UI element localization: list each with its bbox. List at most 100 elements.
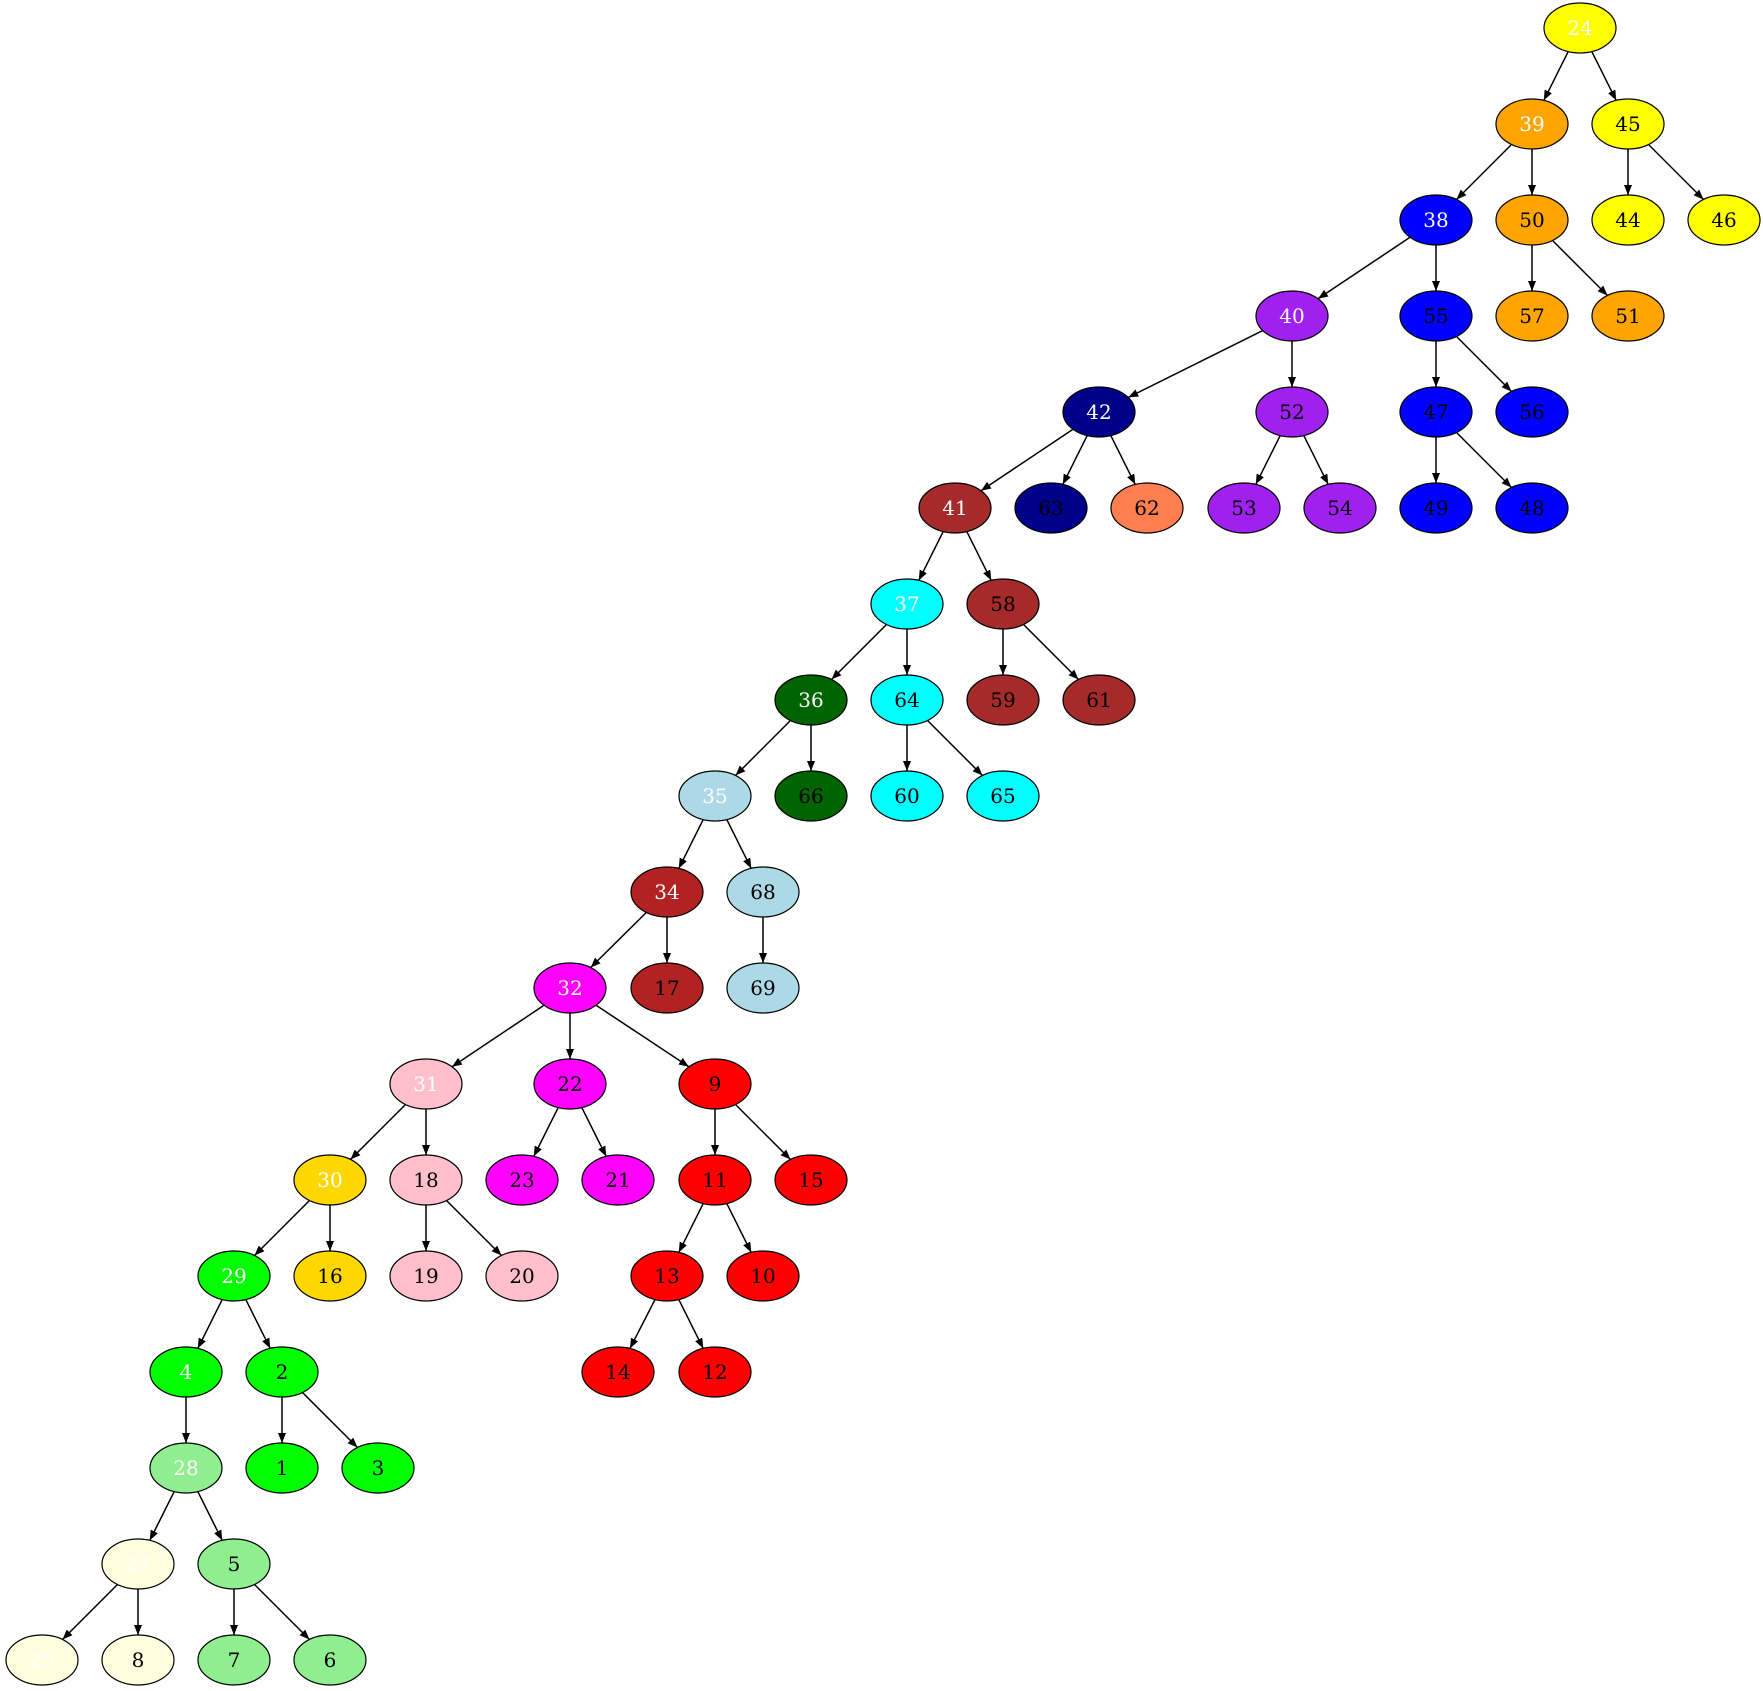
node-49: 49 bbox=[1399, 482, 1473, 534]
node-27: 27 bbox=[101, 1538, 175, 1590]
node-30: 30 bbox=[293, 1154, 367, 1206]
node-35-label: 35 bbox=[702, 784, 727, 808]
node-32-ellipse bbox=[533, 962, 607, 1014]
node-7-label: 7 bbox=[228, 1648, 241, 1672]
node-5-ellipse bbox=[197, 1538, 271, 1590]
node-61: 61 bbox=[1062, 674, 1136, 726]
node-31-ellipse bbox=[389, 1058, 463, 1110]
node-34-ellipse bbox=[630, 866, 704, 918]
node-63: 63 bbox=[1014, 482, 1088, 534]
node-50-label: 50 bbox=[1519, 208, 1544, 232]
node-52: 52 bbox=[1255, 386, 1329, 438]
node-34: 34 bbox=[630, 866, 704, 918]
node-55: 55 bbox=[1399, 290, 1473, 342]
node-19-ellipse bbox=[389, 1250, 463, 1302]
node-36: 36 bbox=[774, 674, 848, 726]
edge-34-32 bbox=[590, 911, 647, 969]
node-3-ellipse bbox=[341, 1442, 415, 1494]
node-41: 41 bbox=[918, 482, 992, 534]
edge-32-31 bbox=[451, 1004, 545, 1068]
node-54-ellipse bbox=[1303, 482, 1377, 534]
node-50: 50 bbox=[1495, 194, 1569, 246]
node-41-ellipse bbox=[918, 482, 992, 534]
node-36-label: 36 bbox=[798, 688, 823, 712]
node-63-ellipse bbox=[1014, 482, 1088, 534]
node-31: 31 bbox=[389, 1058, 463, 1110]
node-18-ellipse bbox=[389, 1154, 463, 1206]
edge-28-5 bbox=[197, 1491, 223, 1541]
edge-42-41 bbox=[980, 428, 1074, 492]
node-2-ellipse bbox=[245, 1346, 319, 1398]
node-47: 47 bbox=[1399, 386, 1473, 438]
node-66-ellipse bbox=[774, 770, 848, 822]
node-21-ellipse bbox=[581, 1154, 655, 1206]
node-4: 4 bbox=[149, 1346, 223, 1398]
node-35: 35 bbox=[678, 770, 752, 822]
node-54-label: 54 bbox=[1327, 496, 1352, 520]
node-23: 23 bbox=[485, 1154, 559, 1206]
node-28-ellipse bbox=[149, 1442, 223, 1494]
node-25: 25 bbox=[5, 1634, 79, 1686]
node-58: 58 bbox=[966, 578, 1040, 630]
node-51-ellipse bbox=[1591, 290, 1665, 342]
node-57-ellipse bbox=[1495, 290, 1569, 342]
node-14: 14 bbox=[581, 1346, 655, 1398]
node-32: 32 bbox=[533, 962, 607, 1014]
node-9: 9 bbox=[678, 1058, 752, 1110]
node-8-ellipse bbox=[101, 1634, 175, 1686]
edge-28-27 bbox=[149, 1491, 175, 1541]
node-12-ellipse bbox=[678, 1346, 752, 1398]
edge-52-54 bbox=[1303, 435, 1329, 485]
edge-47-48 bbox=[1455, 431, 1513, 489]
node-51-label: 51 bbox=[1615, 304, 1640, 328]
node-45-ellipse bbox=[1591, 98, 1665, 150]
edge-22-23 bbox=[533, 1107, 559, 1157]
node-40-label: 40 bbox=[1279, 304, 1304, 328]
edge-37-36 bbox=[830, 623, 888, 681]
node-22-label: 22 bbox=[557, 1072, 582, 1096]
node-9-ellipse bbox=[678, 1058, 752, 1110]
node-7: 7 bbox=[197, 1634, 271, 1686]
node-69-ellipse bbox=[726, 962, 800, 1014]
node-46: 46 bbox=[1687, 194, 1761, 246]
node-20-label: 20 bbox=[509, 1264, 534, 1288]
node-40-ellipse bbox=[1255, 290, 1329, 342]
node-1-ellipse bbox=[245, 1442, 319, 1494]
node-23-ellipse bbox=[485, 1154, 559, 1206]
node-2-label: 2 bbox=[276, 1360, 289, 1384]
node-18-label: 18 bbox=[413, 1168, 438, 1192]
node-8-label: 8 bbox=[132, 1648, 145, 1672]
node-35-ellipse bbox=[678, 770, 752, 822]
node-45-label: 45 bbox=[1615, 112, 1640, 136]
edge-13-12 bbox=[678, 1299, 704, 1349]
edge-18-20 bbox=[445, 1199, 503, 1257]
node-46-label: 46 bbox=[1711, 208, 1736, 232]
node-42-ellipse bbox=[1062, 386, 1136, 438]
node-48-label: 48 bbox=[1519, 496, 1544, 520]
node-68-ellipse bbox=[726, 866, 800, 918]
edge-31-30 bbox=[349, 1103, 407, 1161]
node-7-ellipse bbox=[197, 1634, 271, 1686]
node-61-label: 61 bbox=[1086, 688, 1111, 712]
node-59-label: 59 bbox=[990, 688, 1015, 712]
edge-9-15 bbox=[734, 1103, 792, 1161]
edge-45-46 bbox=[1647, 143, 1705, 201]
node-27-ellipse bbox=[101, 1538, 175, 1590]
edge-24-39 bbox=[1543, 51, 1569, 101]
edge-32-9 bbox=[595, 1004, 690, 1068]
node-22: 22 bbox=[533, 1058, 607, 1110]
node-23-label: 23 bbox=[509, 1168, 534, 1192]
node-60: 60 bbox=[870, 770, 944, 822]
node-28: 28 bbox=[149, 1442, 223, 1494]
edge-40-42 bbox=[1127, 329, 1264, 399]
node-17: 17 bbox=[630, 962, 704, 1014]
node-29-label: 29 bbox=[221, 1264, 246, 1288]
node-14-label: 14 bbox=[605, 1360, 630, 1384]
node-8: 8 bbox=[101, 1634, 175, 1686]
node-3: 3 bbox=[341, 1442, 415, 1494]
node-47-ellipse bbox=[1399, 386, 1473, 438]
node-52-ellipse bbox=[1255, 386, 1329, 438]
node-55-label: 55 bbox=[1423, 304, 1448, 328]
node-18: 18 bbox=[389, 1154, 463, 1206]
